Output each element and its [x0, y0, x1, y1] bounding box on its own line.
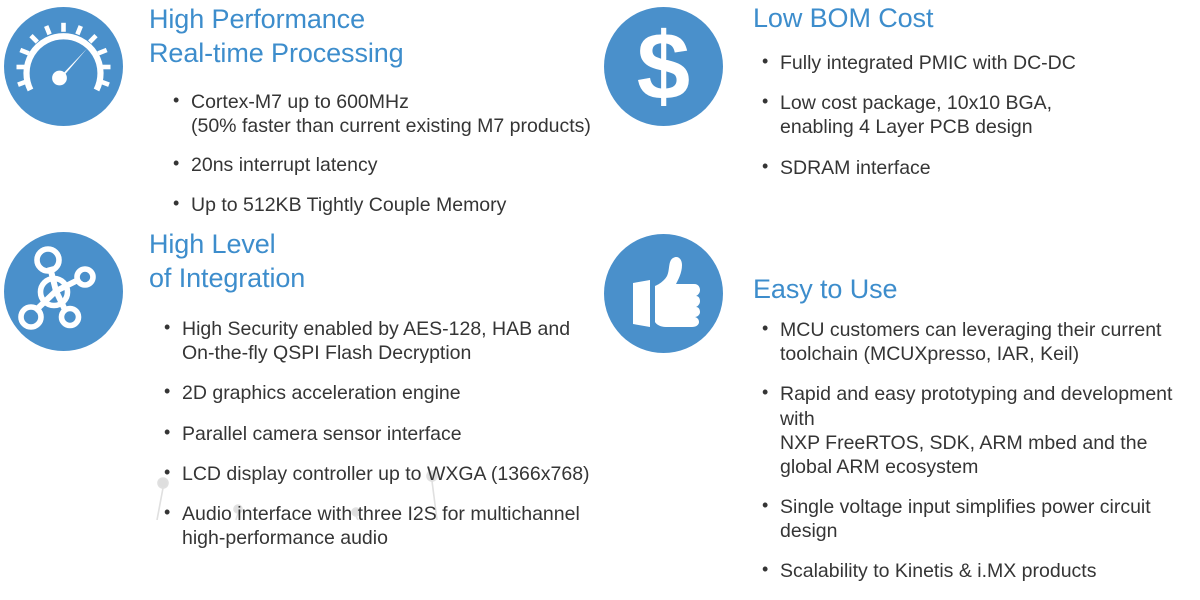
list-item: SDRAM interface — [759, 155, 1200, 180]
list-item: Parallel camera sensor interface — [161, 421, 594, 446]
molecule-network-icon — [4, 232, 123, 351]
list-item: Up to 512KB Tightly Couple Memory — [170, 192, 594, 217]
feature-bullet-list: High Security enabled by AES-128, HAB an… — [161, 316, 594, 550]
list-item: Audio interface with three I2S for multi… — [161, 501, 594, 550]
list-item: Rapid and easy prototyping and developme… — [759, 381, 1200, 479]
feature-title: High Performance Real-time Processing — [149, 4, 404, 69]
feature-highlights-slide: High Performance Real-time Processing Co… — [0, 0, 1200, 520]
feature-bullet-list: Cortex-M7 up to 600MHz (50% faster than … — [170, 89, 594, 217]
list-item: High Security enabled by AES-128, HAB an… — [161, 316, 594, 365]
list-item: Fully integrated PMIC with DC-DC — [759, 50, 1200, 75]
feature-bullet-list: Fully integrated PMIC with DC-DC Low cos… — [759, 50, 1200, 180]
list-item: MCU customers can leveraging their curre… — [759, 317, 1200, 366]
list-item: Single voltage input simplifies power ci… — [759, 494, 1200, 543]
feature-title: Low BOM Cost — [753, 3, 934, 33]
feature-block-low-bom-cost: $ Low BOM Cost Fully integrated PMIC wit… — [604, 2, 1200, 196]
list-item: Scalability to Kinetis & i.MX products — [759, 558, 1200, 583]
feature-bullet-list: MCU customers can leveraging their curre… — [759, 317, 1200, 584]
feature-title: Easy to Use — [753, 274, 898, 304]
list-item: 2D graphics acceleration engine — [161, 380, 594, 405]
feature-body: Low BOM Cost Fully integrated PMIC with … — [723, 2, 1200, 196]
feature-block-high-performance: High Performance Real-time Processing Co… — [4, 2, 594, 232]
feature-block-high-level-integration: High Level of Integration High Security … — [4, 226, 594, 566]
feature-body: High Performance Real-time Processing Co… — [123, 2, 594, 232]
list-item: Cortex-M7 up to 600MHz (50% faster than … — [170, 89, 594, 138]
speedometer-icon — [4, 7, 123, 126]
list-item: 20ns interrupt latency — [170, 152, 594, 177]
feature-body: Easy to Use MCU customers can leveraging… — [723, 226, 1200, 600]
feature-block-easy-to-use: Easy to Use MCU customers can leveraging… — [604, 226, 1200, 600]
feature-title: High Level of Integration — [149, 229, 306, 294]
thumbs-up-icon — [604, 234, 723, 353]
feature-body: High Level of Integration High Security … — [123, 226, 594, 566]
dollar-sign-icon: $ — [604, 7, 723, 126]
list-item: Low cost package, 10x10 BGA, enabling 4 … — [759, 90, 1200, 139]
list-item: LCD display controller up to WXGA (1366x… — [161, 461, 594, 486]
svg-text:$: $ — [637, 13, 690, 120]
